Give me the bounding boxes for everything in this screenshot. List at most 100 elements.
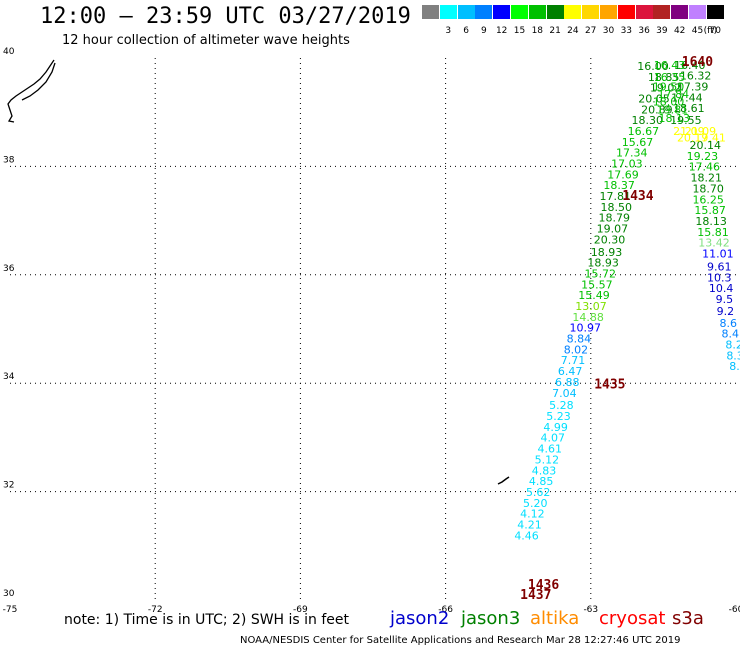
wave-height-value: 10.97 [570, 322, 602, 335]
wave-height-values: 16.0018.8519.0220.0520.8918.3016.6715.67… [514, 59, 740, 542]
wave-height-value: 17.44 [671, 91, 703, 104]
x-tick-label: -60 [729, 605, 740, 615]
wave-height-value: 13.42 [698, 237, 730, 250]
time-label: 1434 [622, 189, 653, 204]
legend-jason3: jason3 [461, 608, 521, 629]
scale-swatch [457, 5, 475, 19]
wave-height-value: 4.61 [538, 443, 563, 456]
wave-height-value: 7.71 [561, 354, 586, 367]
bermuda-island [497, 476, 510, 485]
wave-height-value: 16.40 [674, 59, 706, 72]
coastline-shape [7, 59, 56, 123]
scale-swatch [635, 5, 653, 19]
wave-height-value: 18.61 [673, 102, 705, 115]
scale-label: 9 [481, 26, 487, 36]
wave-height-value: 20.05 [638, 92, 670, 105]
scale-swatch [546, 5, 564, 19]
y-tick-label: 40 [3, 47, 15, 57]
scale-label: 15 [513, 26, 526, 36]
time-label: 1640 [682, 55, 713, 70]
wave-height-value: 18.00 [653, 96, 685, 109]
wave-height-value: 17.39 [677, 81, 709, 94]
wave-height-value: 16.00 [637, 60, 669, 73]
wave-height-value: 8.2 [725, 339, 740, 352]
scale-swatch [617, 5, 635, 19]
scale-swatch [528, 5, 546, 19]
x-tick-label: -66 [438, 605, 453, 615]
wave-height-value: 21.09 [673, 125, 705, 138]
wave-height-value: 8.6 [720, 317, 738, 330]
wave-height-value: 5.28 [549, 399, 574, 412]
scale-label: 12 [495, 26, 508, 36]
wave-height-value: 9.5 [716, 293, 734, 306]
legend-altika: altika [530, 608, 580, 629]
y-tick-label: 30 [3, 589, 15, 599]
wave-height-value: 5.23 [546, 410, 571, 423]
scale-swatch [653, 5, 671, 19]
scale-label: 27 [584, 26, 597, 36]
wave-height-value: 17.69 [607, 168, 639, 181]
time-label: 1435 [594, 378, 625, 393]
scale-label: 42 [673, 26, 686, 36]
wave-height-value: 18.50 [600, 201, 632, 214]
scale-label: 24 [567, 26, 579, 36]
wave-height-value: 9.2 [717, 305, 735, 318]
wave-height-value: 18.21 [691, 172, 723, 185]
wave-height-value: 8.02 [564, 343, 589, 356]
scale-swatch [475, 5, 493, 19]
wave-height-value: 9.61 [707, 260, 732, 273]
wave-height-value: 20.14 [690, 139, 722, 152]
wave-height-value: 8.1 [729, 360, 740, 373]
wave-height-value: 18.70 [692, 182, 724, 195]
wave-height-value: 16.35 [654, 71, 686, 84]
wave-height-value: 15.49 [578, 289, 610, 302]
wave-height-value: 4.99 [543, 421, 568, 434]
scale-swatch [671, 5, 689, 19]
scale-label: 30 [602, 26, 615, 36]
wave-height-value: 16.32 [680, 70, 712, 83]
x-tick-label: -72 [148, 605, 163, 615]
wave-height-value: 18.37 [603, 179, 635, 192]
wave-height-value: 14.88 [572, 311, 604, 324]
wave-height-value: 5.20 [523, 497, 548, 510]
wave-height-value: 17.03 [611, 157, 643, 170]
wave-height-value: 18.85 [648, 71, 680, 84]
wave-height-value: 18.93 [587, 257, 619, 270]
wave-height-value: 16.67 [628, 125, 660, 138]
wave-height-value: 8.3 [726, 349, 740, 362]
wave-height-value: 19.07 [597, 223, 629, 236]
wave-height-value: 18.93 [591, 246, 623, 259]
scale-label: 21 [549, 26, 561, 36]
wave-height-value: 19.23 [687, 150, 719, 163]
credit-footer: NOAA/NESDIS Center for Satellite Applica… [240, 635, 681, 646]
x-tick-label: -63 [583, 605, 598, 615]
scale-label: 39 [656, 26, 668, 36]
x-tick-label: -69 [293, 605, 308, 615]
wave-height-value: 17.81 [600, 190, 632, 203]
wave-height-value: 18.30 [631, 114, 663, 127]
time-label: 1436 [528, 578, 559, 593]
wave-height-value: 20.30 [594, 233, 626, 246]
wave-height-value: 6.88 [555, 376, 580, 389]
legend-cryosat: cryosat [599, 608, 666, 629]
chart-title: 12:00 – 23:59 UTC 03/27/2019 [40, 4, 411, 29]
wave-height-value: 4.12 [520, 508, 545, 521]
scale-swatch [689, 5, 706, 19]
wave-height-value: 18.79 [599, 212, 631, 225]
wave-height-value: 15.72 [585, 268, 617, 281]
scale-swatch [422, 5, 439, 19]
scale-unit: (ft) [703, 26, 718, 36]
wave-height-value: 15.57 [581, 278, 613, 291]
scale-label: 36 [638, 26, 650, 36]
scale-label: 18 [531, 26, 544, 36]
wave-height-value: 15.81 [697, 226, 729, 239]
scale-label: 45 [691, 26, 704, 36]
legend-s3a: s3a [672, 608, 704, 629]
wave-height-value: 20.89 [641, 103, 673, 116]
wave-height-value: 17.84 [658, 88, 690, 101]
wave-height-value: 19.02 [650, 82, 682, 95]
wave-height-value: 4.07 [540, 432, 565, 445]
wave-height-value: 17.46 [689, 161, 721, 174]
wave-height-value: 11.01 [702, 247, 734, 260]
